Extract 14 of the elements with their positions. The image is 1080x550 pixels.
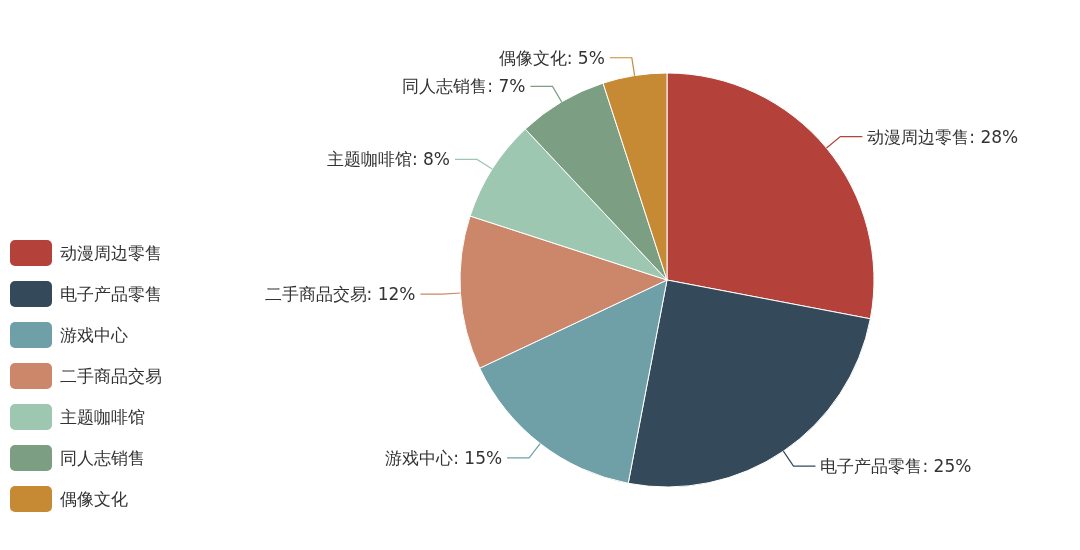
legend-label: 主题咖啡馆 [60,406,145,427]
data-label: 电子产品零售: 25% [820,456,972,477]
legend-label: 同人志销售 [60,447,145,468]
data-label: 偶像文化: 5% [498,47,605,68]
data-label: 动漫周边零售: 28% [867,126,1019,147]
legend-label: 游戏中心 [60,324,128,345]
data-label: 同人志销售: 7% [402,76,526,97]
data-label: 主题咖啡馆: 8% [326,149,451,170]
legend-label: 电子产品零售 [60,283,162,304]
legend-label: 二手商品交易 [60,365,162,386]
data-label: 游戏中心: 15% [385,447,503,468]
data-label: 二手商品交易: 12% [264,284,416,305]
legend-label: 动漫周边零售 [60,242,162,263]
legend-label: 偶像文化 [60,488,128,509]
